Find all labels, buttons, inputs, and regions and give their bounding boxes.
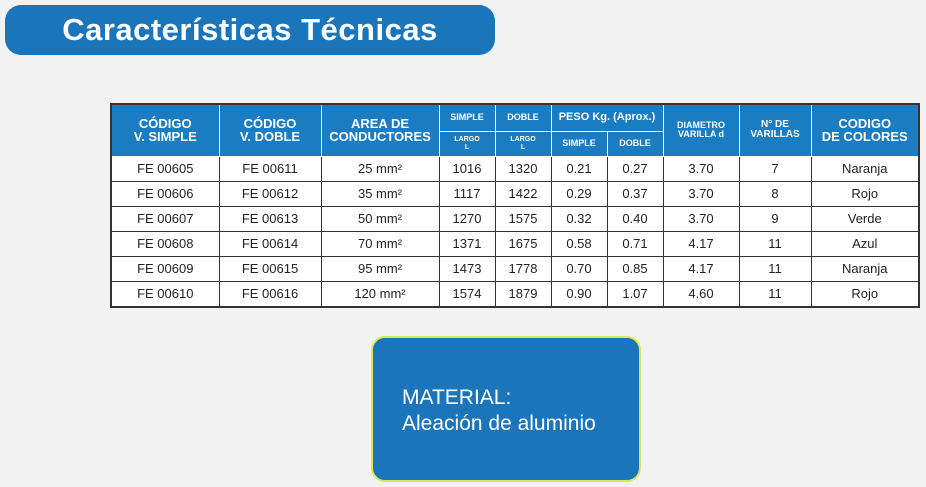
table-cell: FE 00609: [110, 255, 220, 282]
table-cell: FE 00606: [110, 180, 220, 207]
header-row: CÓDIGO V. SIMPLE CÓDIGO V. DOBLE AREA DE C…: [110, 103, 920, 157]
specs-table: CÓDIGO V. SIMPLE CÓDIGO V. DOBLE AREA DE C…: [110, 103, 920, 308]
table-row: FE 00605 FE 00611 25 mm² 1016 1320 0.21 0.27 3.…: [110, 155, 920, 182]
table-cell: Naranja: [810, 155, 920, 182]
table-cell: Verde: [810, 205, 920, 232]
header-cell: DIAMETRO VARILLA d: [662, 103, 740, 157]
header-cell: PESO Kg. (Aprox.): [550, 103, 664, 132]
table-cell: 120 mm²: [320, 280, 440, 307]
table-cell: 7: [738, 155, 812, 182]
table-cell: 3.70: [662, 205, 740, 232]
table-row: FE 00608 FE 00614 70 mm² 1371 1675 0.58 0.71 4.…: [110, 230, 920, 257]
table-cell: 0.40: [606, 205, 664, 232]
table-cell: 4.17: [662, 255, 740, 282]
table-cell: 1.07: [606, 280, 664, 307]
table-cell: 0.29: [550, 180, 608, 207]
table-cell: 4.60: [662, 280, 740, 307]
table-cell: 1574: [438, 280, 496, 307]
table-cell: 11: [738, 255, 812, 282]
header-cell: LARGO L: [438, 130, 496, 157]
table-cell: FE 00614: [218, 230, 322, 257]
header-cell: SIMPLE: [550, 130, 608, 157]
header-cell: N° DE VARILLAS: [738, 103, 812, 157]
table-cell: 0.27: [606, 155, 664, 182]
table-cell: 0.85: [606, 255, 664, 282]
table-header: CÓDIGO V. SIMPLE CÓDIGO V. DOBLE AREA DE C…: [110, 103, 920, 157]
table-row: FE 00606 FE 00612 35 mm² 1117 1422 0.29 0.37 3.…: [110, 180, 920, 207]
table-cell: 1879: [494, 280, 552, 307]
header-cell: SIMPLE: [438, 103, 496, 132]
table-body: FE 00605 FE 00611 25 mm² 1016 1320 0.21 0.27 3.…: [110, 155, 920, 307]
header-cell: AREA DE CONDUCTORES: [320, 103, 440, 157]
table-cell: 0.32: [550, 205, 608, 232]
table-cell: 4.17: [662, 230, 740, 257]
header-cell: LARGO L: [494, 130, 552, 157]
table-cell: FE 00607: [110, 205, 220, 232]
table-cell: FE 00612: [218, 180, 322, 207]
table-cell: 35 mm²: [320, 180, 440, 207]
table-cell: FE 00616: [218, 280, 322, 307]
table-cell: 1270: [438, 205, 496, 232]
table-cell: 1575: [494, 205, 552, 232]
table-cell: 1320: [494, 155, 552, 182]
table-cell: 1117: [438, 180, 496, 207]
table-cell: 1371: [438, 230, 496, 257]
table-cell: FE 00610: [110, 280, 220, 307]
table-cell: 1473: [438, 255, 496, 282]
material-label: MATERIAL:: [402, 386, 512, 409]
table-cell: Rojo: [810, 180, 920, 207]
table-cell: Naranja: [810, 255, 920, 282]
header-cell: CÓDIGO V. SIMPLE: [110, 103, 220, 157]
table-cell: 1675: [494, 230, 552, 257]
header-row: LARGO L LARGO L SIMPLE DOBLE: [111, 130, 919, 157]
material-box: MATERIAL: Aleación de aluminio: [371, 336, 641, 482]
table-cell: 95 mm²: [320, 255, 440, 282]
table-cell: 0.58: [550, 230, 608, 257]
table-cell: 50 mm²: [320, 205, 440, 232]
table-cell: 11: [738, 280, 812, 307]
table-cell: 9: [738, 205, 812, 232]
table-cell: 11: [738, 230, 812, 257]
header-cell: DOBLE: [494, 103, 552, 132]
table-cell: FE 00611: [218, 155, 322, 182]
table-cell: 0.90: [550, 280, 608, 307]
table-cell: 1016: [438, 155, 496, 182]
title-banner: Características Técnicas: [5, 5, 495, 55]
table-cell: FE 00613: [218, 205, 322, 232]
table-cell: 3.70: [662, 155, 740, 182]
table-cell: Azul: [810, 230, 920, 257]
table-cell: FE 00608: [110, 230, 220, 257]
header-cell: CODIGO DE COLORES: [810, 103, 920, 157]
table-cell: 0.21: [550, 155, 608, 182]
header-cell: CÓDIGO V. DOBLE: [218, 103, 322, 157]
table-cell: FE 00615: [218, 255, 322, 282]
table-cell: 70 mm²: [320, 230, 440, 257]
table-cell: 0.71: [606, 230, 664, 257]
table-cell: 0.37: [606, 180, 664, 207]
table-cell: Rojo: [810, 280, 920, 307]
table-cell: FE 00605: [110, 155, 220, 182]
table-cell: 1422: [494, 180, 552, 207]
table-row: FE 00607 FE 00613 50 mm² 1270 1575 0.32 0.40 3.…: [110, 205, 920, 232]
table-row: FE 00610 FE 00616 120 mm² 1574 1879 0.90 1.07 4…: [110, 280, 920, 307]
table-cell: 25 mm²: [320, 155, 440, 182]
table-cell: 0.70: [550, 255, 608, 282]
table-cell: 1778: [494, 255, 552, 282]
table-cell: 3.70: [662, 180, 740, 207]
table-row: FE 00609 FE 00615 95 mm² 1473 1778 0.70 0.85 4.…: [110, 255, 920, 282]
table-cell: 8: [738, 180, 812, 207]
header-cell: DOBLE: [606, 130, 664, 157]
material-value: Aleación de aluminio: [402, 412, 596, 435]
